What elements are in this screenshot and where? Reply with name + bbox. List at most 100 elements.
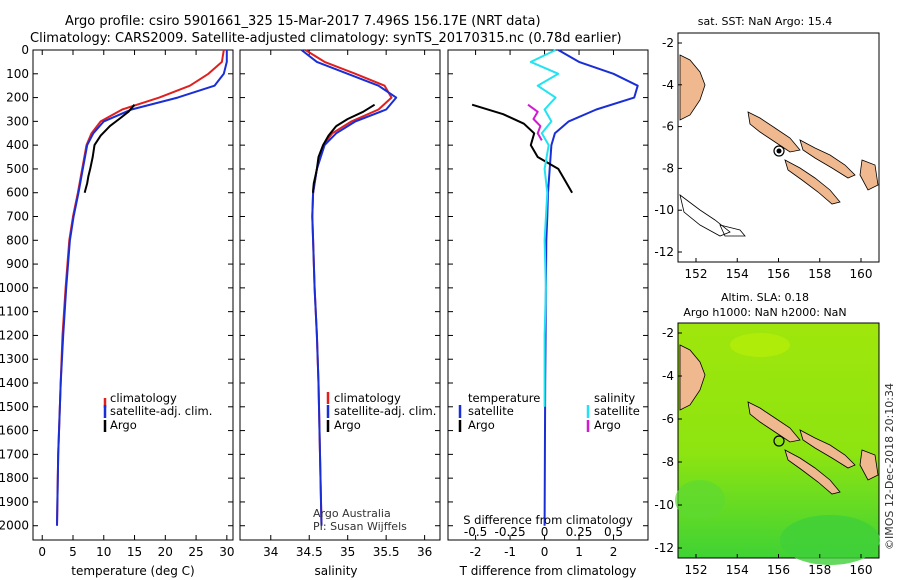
- sst-map-frame: [678, 33, 879, 262]
- legend-temp-satellite: satellite: [468, 404, 514, 418]
- map-ytick-label: -4: [662, 369, 674, 383]
- legend-satellite: satellite-adj. clim.: [110, 404, 212, 418]
- difference-panel: -2 -1 0 1 2 T difference from climatology S …: [448, 50, 648, 578]
- legend-salinity-title: salinity: [594, 391, 635, 405]
- series-line-climatology: [57, 50, 224, 526]
- legend-argo-sal: Argo: [334, 418, 361, 432]
- ytick-label: 200: [6, 91, 29, 105]
- ytick-label: 1700: [0, 447, 29, 461]
- legend-climatology-sal: climatology: [334, 391, 401, 405]
- ytick-label: 500: [6, 162, 29, 176]
- legend-argo: Argo: [110, 418, 137, 432]
- ytick-label: 800: [6, 233, 29, 247]
- map-xtick-label: 160: [850, 267, 873, 281]
- map-xtick-label: 152: [685, 563, 708, 577]
- figure: Argo profile: csiro 5901661_325 15-Mar-2…: [0, 0, 900, 580]
- xtick-label: 34: [263, 545, 278, 559]
- series-line-temperature-argo: [472, 105, 572, 193]
- ytick-label: 700: [6, 210, 29, 224]
- map-xtick-label: 158: [808, 267, 831, 281]
- map-ytick-label: -8: [662, 455, 674, 469]
- series-line-climatology: [305, 50, 391, 526]
- ytick-label: 1100: [0, 305, 29, 319]
- xtick-label: 34.5: [296, 545, 323, 559]
- difference-plot-frame: [448, 50, 648, 540]
- top-tick-label: 0: [541, 525, 549, 539]
- top-tick-label: -0.25: [495, 525, 526, 539]
- top-tick-label: 0.25: [566, 525, 593, 539]
- ytick-label: 2000: [0, 519, 29, 533]
- temperature-legend: climatology satellite-adj. clim. Argo: [105, 391, 212, 432]
- series-line-temperature-satellite: [545, 50, 638, 526]
- map-ytick-label: -12: [654, 245, 674, 259]
- ytick-label: 1400: [0, 376, 29, 390]
- legend-satellite-sal: satellite-adj. clim.: [334, 404, 436, 418]
- map-xtick-label: 152: [685, 267, 708, 281]
- xtick-label: 25: [188, 545, 203, 559]
- legend-climatology: climatology: [110, 391, 177, 405]
- sst-map: sat. SST: NaN Argo: 15.4 152 154 156 158 160…: [654, 15, 879, 281]
- legend-temperature-title: temperature: [468, 391, 540, 405]
- xtick-label: 0: [38, 545, 46, 559]
- series-line-salinity-argo: [528, 105, 542, 141]
- map-ytick-label: -10: [654, 498, 674, 512]
- xtick-label: 10: [96, 545, 111, 559]
- series-line-satellite-adj-clim-: [302, 50, 397, 526]
- ytick-label: 1600: [0, 424, 29, 438]
- xtick-label: 5: [69, 545, 77, 559]
- ytick-label: 0: [21, 43, 29, 57]
- sla-map-title-1: Altim. SLA: 0.18: [721, 291, 809, 304]
- map-xtick-label: 154: [726, 267, 749, 281]
- series-line-satellite-adj-clim-: [57, 50, 227, 526]
- imos-stamp: ©IMOS 12-Dec-2018 20:10:34: [883, 383, 896, 550]
- map-xtick-label: 160: [850, 563, 873, 577]
- map-ytick-label: -12: [654, 541, 674, 555]
- xtick-label: 0: [541, 545, 549, 559]
- ytick-label: 900: [6, 257, 29, 271]
- ytick-label: 1900: [0, 495, 29, 509]
- map-ytick-label: -2: [662, 36, 674, 50]
- xtick-label: -2: [470, 545, 482, 559]
- legend-temp-argo: Argo: [468, 418, 495, 432]
- xtick-label: 15: [127, 545, 142, 559]
- legend-sal-satellite: satellite: [594, 404, 640, 418]
- xtick-label: 35.5: [373, 545, 400, 559]
- sla-map-title-2: Argo h1000: NaN h2000: NaN: [683, 306, 846, 319]
- xtick-label: 20: [158, 545, 173, 559]
- map-ytick-label: -6: [662, 120, 674, 134]
- xtick-label: 30: [219, 545, 234, 559]
- title-line-1: Argo profile: csiro 5901661_325 15-Mar-2…: [65, 14, 541, 29]
- xtick-label: -1: [504, 545, 516, 559]
- temperature-xlabel: temperature (deg C): [71, 564, 194, 578]
- top-tick-label: -0.5: [464, 525, 487, 539]
- xtick-label: 36: [417, 545, 432, 559]
- ytick-label: 1000: [0, 281, 29, 295]
- ytick-label: 1200: [0, 328, 29, 342]
- temperature-panel: 0100200300400500600700800900100011001200…: [0, 43, 234, 578]
- credit-org: Argo Australia: [313, 507, 391, 520]
- map-xtick-label: 158: [808, 563, 831, 577]
- ytick-label: 400: [6, 138, 29, 152]
- map-xtick-label: 156: [767, 267, 790, 281]
- temperature-plot-frame: [33, 50, 233, 540]
- ytick-label: 1500: [0, 400, 29, 414]
- difference-legend: temperature satellite Argo salinity sate…: [460, 391, 640, 432]
- sla-map: Altim. SLA: 0.18 Argo h1000: NaN h2000: …: [654, 291, 880, 577]
- map-xtick-label: 156: [767, 563, 790, 577]
- map-ytick-label: -10: [654, 203, 674, 217]
- title-line-2: Climatology: CARS2009. Satellite-adjuste…: [30, 31, 622, 46]
- top-tick-label: 0.5: [604, 525, 623, 539]
- salinity-legend: climatology satellite-adj. clim. Argo: [328, 391, 436, 432]
- map-ytick-label: -8: [662, 161, 674, 175]
- map-ytick-label: -4: [662, 78, 674, 92]
- map-xtick-label: 154: [726, 563, 749, 577]
- ytick-label: 300: [6, 114, 29, 128]
- salinity-panel: 34 34.5 35 35.5 36 salinity climatology sate…: [240, 50, 440, 578]
- ytick-label: 600: [6, 186, 29, 200]
- ytick-label: 1800: [0, 471, 29, 485]
- ytick-label: 1300: [0, 352, 29, 366]
- ytick-label: 100: [6, 67, 29, 81]
- xtick-label: 1: [575, 545, 583, 559]
- map-ytick-label: -2: [662, 326, 674, 340]
- series-line-salinity-satellite: [531, 50, 559, 407]
